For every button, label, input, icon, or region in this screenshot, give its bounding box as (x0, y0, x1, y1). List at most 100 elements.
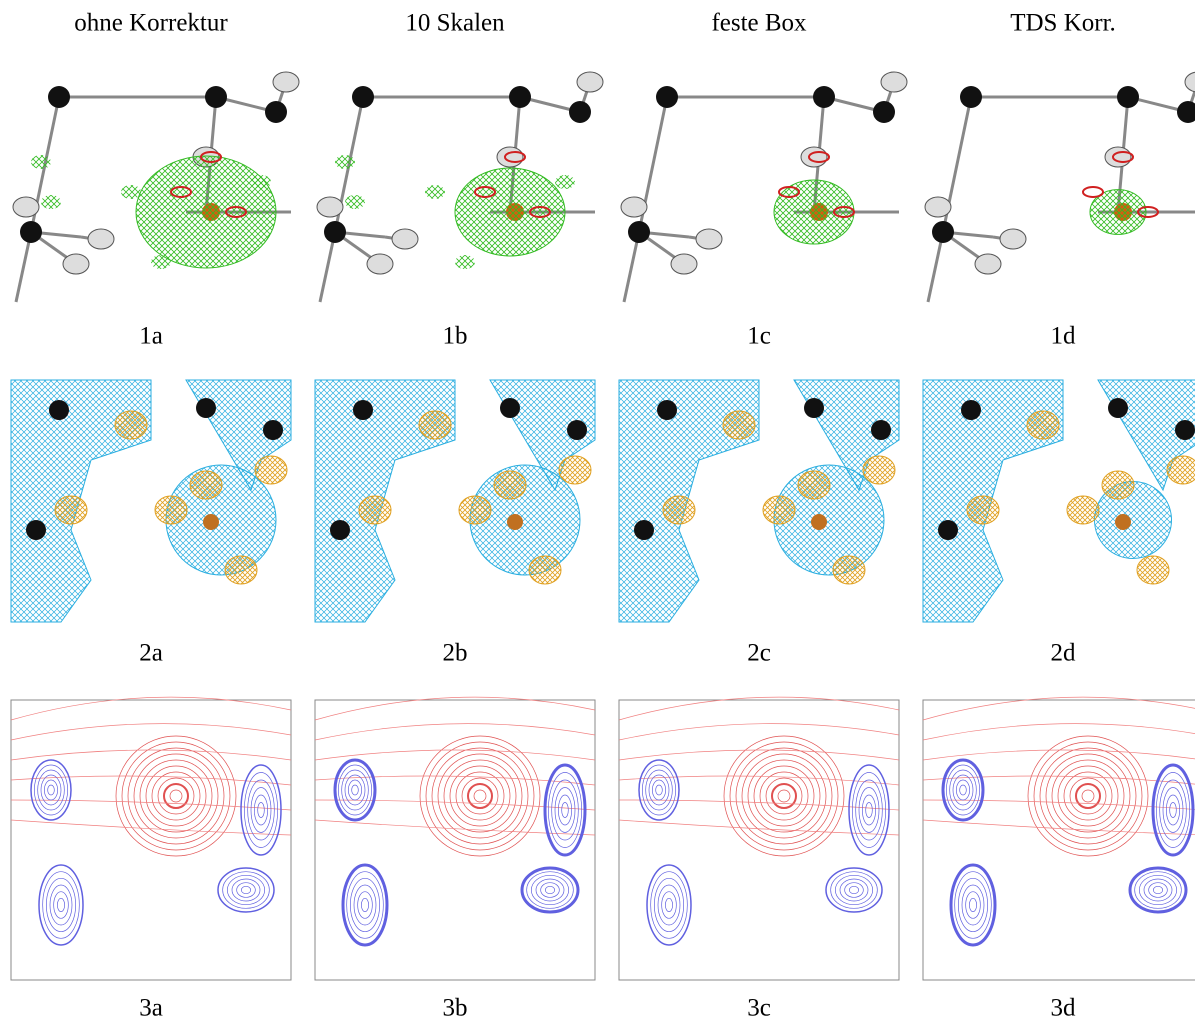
contour (122, 742, 230, 850)
contour (527, 872, 574, 909)
atom (500, 398, 520, 418)
panel-frame (11, 700, 291, 980)
contour (656, 785, 663, 795)
contour (350, 878, 379, 931)
contour (923, 776, 1195, 785)
green-density (151, 255, 171, 269)
orange-density (190, 471, 222, 499)
contour (39, 865, 83, 945)
contour (315, 724, 595, 740)
atom (569, 101, 591, 123)
panel-label: 3b (443, 995, 468, 1022)
atom (871, 420, 891, 440)
atom (801, 147, 827, 167)
atom (88, 229, 114, 249)
contour (241, 765, 281, 855)
panel-label: 1c (747, 323, 771, 350)
green-density (121, 185, 141, 199)
atom (352, 86, 374, 108)
green-density (335, 155, 355, 169)
contour (840, 879, 868, 901)
atom (1105, 147, 1131, 167)
contour (923, 750, 1195, 760)
panel-label: 2a (139, 640, 163, 667)
contour (352, 785, 359, 795)
atom (367, 254, 393, 274)
contour (134, 754, 218, 838)
contour (950, 770, 977, 810)
orange-density (967, 496, 999, 524)
contour (866, 803, 873, 818)
red-density (1083, 187, 1103, 197)
green-density (345, 195, 365, 209)
contour (1135, 872, 1182, 909)
contour (343, 865, 387, 945)
atom (13, 197, 39, 217)
contour (248, 780, 275, 840)
contour (652, 780, 665, 800)
panel-frame (619, 700, 899, 980)
contour (545, 886, 554, 893)
green-density (136, 156, 276, 268)
orange-density (155, 496, 187, 524)
orange-density (863, 456, 895, 484)
contour (966, 892, 981, 919)
contour (943, 760, 983, 820)
atom (925, 197, 951, 217)
contour (562, 803, 569, 818)
contour (522, 868, 578, 912)
atom (628, 221, 650, 243)
atom (696, 229, 722, 249)
contour (468, 784, 492, 808)
atom (48, 86, 70, 108)
atom (26, 520, 46, 540)
contour (665, 898, 672, 911)
orange-density (115, 411, 147, 439)
atom (873, 101, 895, 123)
contour (956, 780, 969, 800)
atom (567, 420, 587, 440)
orange-density (419, 411, 451, 439)
contour (545, 765, 585, 855)
green-density (251, 175, 271, 189)
orange-density (663, 496, 695, 524)
contour (48, 785, 55, 795)
atom-se (203, 514, 219, 530)
contour (619, 724, 899, 740)
contour (856, 780, 883, 840)
atom (49, 400, 69, 420)
atom-se (1115, 514, 1131, 530)
contour (951, 865, 995, 945)
contour (849, 886, 858, 893)
atom (353, 400, 373, 420)
contour (347, 872, 384, 939)
contour (862, 795, 875, 825)
green-density (455, 255, 475, 269)
atom (330, 520, 350, 540)
panel-label: 2d (1051, 640, 1077, 667)
contour (923, 697, 1195, 720)
orange-density (723, 411, 755, 439)
atom (1185, 72, 1195, 92)
contour (662, 892, 677, 919)
contour (558, 795, 571, 825)
contour (31, 760, 71, 820)
contour (1082, 790, 1094, 802)
atom (656, 86, 678, 108)
contour (128, 748, 224, 844)
contour (218, 868, 274, 912)
panel-label: 3d (1051, 995, 1077, 1022)
orange-density (255, 456, 287, 484)
green-density (41, 195, 61, 209)
contour (170, 790, 182, 802)
contour (955, 872, 992, 939)
contour (1046, 754, 1130, 838)
atom (1000, 229, 1026, 249)
contour (348, 780, 361, 800)
contour (960, 785, 967, 795)
contour (772, 784, 796, 808)
contour (1034, 742, 1142, 850)
orange-density (559, 456, 591, 484)
contour (474, 790, 486, 802)
atom (392, 229, 418, 249)
